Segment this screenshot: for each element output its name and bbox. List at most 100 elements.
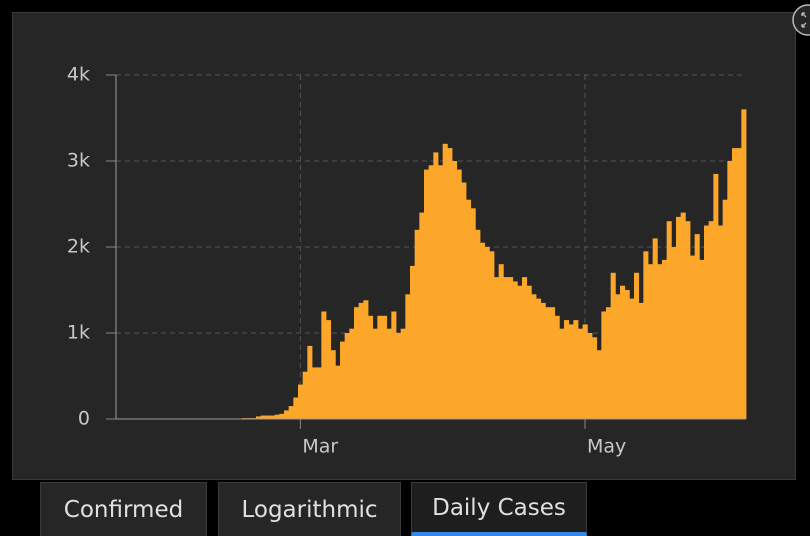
bar <box>438 165 444 419</box>
x-tick-label: May <box>587 436 626 458</box>
bar <box>573 320 579 419</box>
bar <box>256 416 262 419</box>
bar <box>596 350 602 419</box>
bar <box>718 225 724 419</box>
bar <box>526 285 532 419</box>
bar <box>288 406 294 419</box>
bar <box>475 229 481 419</box>
bar <box>736 148 742 419</box>
bar <box>531 294 537 419</box>
bar <box>312 367 318 419</box>
bar <box>671 247 677 419</box>
bar <box>354 307 360 419</box>
bar <box>741 109 747 420</box>
bar <box>578 328 584 419</box>
bar <box>662 259 668 419</box>
bar <box>601 311 607 419</box>
bar <box>713 173 719 419</box>
bar <box>284 410 290 419</box>
bar <box>382 315 388 419</box>
expand-button[interactable] <box>788 4 810 36</box>
bar <box>302 371 308 419</box>
bar <box>554 315 560 419</box>
bar <box>568 324 574 419</box>
bar <box>629 298 635 419</box>
bar <box>424 169 430 419</box>
bar <box>344 333 350 419</box>
bar <box>587 333 593 419</box>
bar <box>466 199 472 419</box>
bar <box>508 277 514 419</box>
bar <box>517 285 523 419</box>
bar <box>270 415 276 419</box>
bar <box>732 148 738 419</box>
bar <box>265 415 271 419</box>
bar <box>428 165 434 419</box>
bar <box>559 328 565 419</box>
bar <box>564 320 570 419</box>
y-tick-label: 2k <box>67 236 90 258</box>
bar <box>536 298 542 419</box>
tab[interactable]: Logarithmic <box>218 482 401 536</box>
bar <box>489 251 495 419</box>
bar <box>680 212 686 419</box>
bar <box>615 294 621 419</box>
bar <box>372 328 378 419</box>
bar <box>386 328 392 419</box>
bar <box>321 311 327 419</box>
y-tick-label: 4k <box>67 64 90 86</box>
bar <box>503 277 509 419</box>
bar <box>522 277 528 419</box>
bar <box>610 272 616 419</box>
bar <box>358 302 364 419</box>
bar <box>461 182 467 419</box>
bar <box>722 199 728 419</box>
bar <box>582 324 588 419</box>
x-tick-label: Mar <box>302 436 338 458</box>
bar <box>648 264 654 419</box>
bar <box>274 414 280 419</box>
bar <box>260 415 266 419</box>
bar <box>298 384 304 419</box>
bar <box>657 264 663 419</box>
bar <box>363 300 369 419</box>
bar <box>326 320 332 419</box>
bar <box>690 255 696 419</box>
bar <box>550 307 556 419</box>
bar <box>545 307 551 419</box>
bar <box>419 212 425 419</box>
bar <box>293 397 299 419</box>
bar <box>498 264 504 419</box>
tab[interactable]: Confirmed <box>40 482 207 536</box>
bar <box>699 259 705 419</box>
bar <box>456 169 462 419</box>
bar <box>708 221 714 419</box>
bar <box>606 307 612 419</box>
bar <box>685 221 691 419</box>
bar <box>316 367 322 419</box>
bar <box>414 229 420 419</box>
bar <box>368 315 374 419</box>
bar <box>643 251 649 419</box>
bar <box>652 238 658 419</box>
bar <box>480 242 486 419</box>
bar <box>400 328 406 419</box>
bar <box>624 290 630 419</box>
bar <box>592 337 598 419</box>
bar <box>540 302 546 419</box>
bar <box>452 161 458 419</box>
bar <box>340 341 346 419</box>
bar <box>470 208 476 419</box>
bar <box>512 281 518 419</box>
bar <box>442 143 448 420</box>
bar <box>704 225 710 419</box>
bar <box>676 216 682 419</box>
bar <box>330 350 336 419</box>
bar <box>620 285 626 419</box>
bar <box>433 152 439 419</box>
bar <box>638 302 644 419</box>
bar <box>634 272 640 419</box>
bar <box>666 221 672 419</box>
tab[interactable]: Daily Cases <box>411 482 587 536</box>
